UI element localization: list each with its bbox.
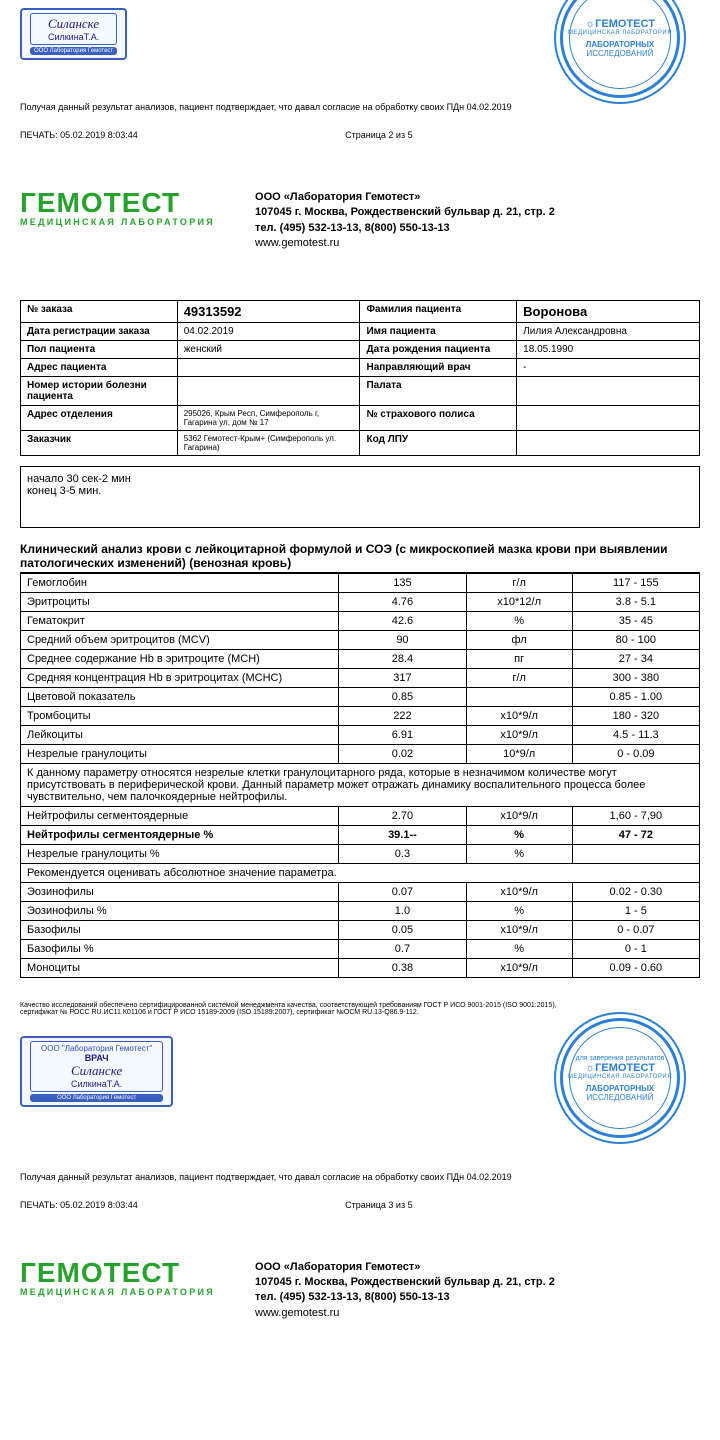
param-name: Незрелые гранулоциты xyxy=(21,744,339,763)
param-name: Нейтрофилы сегментоядерные % xyxy=(21,825,339,844)
signature-block: Силанске СилкинаТ.А. ООО Лаборатория Гем… xyxy=(20,8,127,60)
patient-info-table: № заказа 49313592 Фамилия пациента Ворон… xyxy=(20,300,700,456)
param-value: 0.07 xyxy=(339,882,466,901)
param-name: Цветовой показатель xyxy=(21,687,339,706)
logo-2: ГЕМОТЕСТ МЕДИЦИНСКАЯ ЛАБОРАТОРИЯ xyxy=(20,1260,215,1297)
param-name: Нейтрофилы сегментоядерные xyxy=(21,806,339,825)
param-name: Эритроциты xyxy=(21,592,339,611)
param-unit: х10*9/л xyxy=(466,882,572,901)
stamp-brand: ☼ГЕМОТЕСТ xyxy=(585,18,655,30)
param-unit: х10*12/л xyxy=(466,592,572,611)
param-value: 135 xyxy=(339,573,466,592)
param-value: 0.85 xyxy=(339,687,466,706)
param-range: 1 - 5 xyxy=(572,901,699,920)
param-note: К данному параметру относятся незрелые к… xyxy=(21,763,700,806)
param-range: 0.09 - 0.60 xyxy=(572,958,699,977)
quality-text: Качество исследований обеспечено сертифи… xyxy=(20,1002,580,1016)
param-value: 0.02 xyxy=(339,744,466,763)
param-value: 317 xyxy=(339,668,466,687)
param-unit: % xyxy=(466,939,572,958)
param-range xyxy=(572,844,699,863)
company-block-2: ООО «Лаборатория Гемотест» 107045 г. Мос… xyxy=(255,1260,555,1322)
param-unit: х10*9/л xyxy=(466,958,572,977)
param-name: Незрелые гранулоциты % xyxy=(21,844,339,863)
param-unit: % xyxy=(466,611,572,630)
param-unit: г/л xyxy=(466,668,572,687)
param-name: Базофилы % xyxy=(21,939,339,958)
param-range: 35 - 45 xyxy=(572,611,699,630)
param-value: 0.05 xyxy=(339,920,466,939)
notes-box: начало 30 сек-2 мин конец 3-5 мин. xyxy=(20,466,700,528)
print-row-3: ПЕЧАТЬ: 05.02.2019 8:03:44 Страница 3 из… xyxy=(20,1200,700,1210)
company-block: ООО «Лаборатория Гемотест» 107045 г. Мос… xyxy=(255,190,555,252)
sig-name: Силанске xyxy=(41,16,106,32)
param-value: 39.1-- xyxy=(339,825,466,844)
print-label: ПЕЧАТЬ: 05.02.2019 8:03:44 xyxy=(20,130,138,140)
param-range: 27 - 34 xyxy=(572,649,699,668)
consent-text: Получая данный результат анализов, пацие… xyxy=(20,102,700,112)
param-unit: фл xyxy=(466,630,572,649)
param-name: Средняя концентрация Hb в эритроцитах (M… xyxy=(21,668,339,687)
param-name: Среднее содержание Hb в эритроците (MCH) xyxy=(21,649,339,668)
print-row-2: ПЕЧАТЬ: 05.02.2019 8:03:44 Страница 2 из… xyxy=(20,130,700,140)
param-unit: г/л xyxy=(466,573,572,592)
param-range: 80 - 100 xyxy=(572,630,699,649)
stamp-2: для заверения результатов ☼ГЕМОТЕСТ МЕДИ… xyxy=(560,1018,680,1138)
param-range: 1,60 - 7,90 xyxy=(572,806,699,825)
consent-text-2: Получая данный результат анализов, пацие… xyxy=(20,1172,700,1182)
param-unit: х10*9/л xyxy=(466,806,572,825)
param-value: 6.91 xyxy=(339,725,466,744)
param-unit: х10*9/л xyxy=(466,706,572,725)
param-name: Эозинофилы xyxy=(21,882,339,901)
param-value: 4.76 xyxy=(339,592,466,611)
param-range: 4.5 - 11.3 xyxy=(572,725,699,744)
param-range: 180 - 320 xyxy=(572,706,699,725)
param-unit: % xyxy=(466,825,572,844)
param-name: Лейкоциты xyxy=(21,725,339,744)
signature-block-2: ООО "Лаборатория Гемотест" ВРАЧ Силанске… xyxy=(20,1036,173,1107)
param-unit: % xyxy=(466,844,572,863)
param-value: 1.0 xyxy=(339,901,466,920)
param-range: 0 - 0.09 xyxy=(572,744,699,763)
param-name: Гематокрит xyxy=(21,611,339,630)
param-unit: х10*9/л xyxy=(466,725,572,744)
param-value: 0.38 xyxy=(339,958,466,977)
param-unit: х10*9/л xyxy=(466,920,572,939)
param-range: 300 - 380 xyxy=(572,668,699,687)
param-name: Гемоглобин xyxy=(21,573,339,592)
param-value: 222 xyxy=(339,706,466,725)
results-table: Гемоглобин135г/л117 - 155Эритроциты4.76х… xyxy=(20,573,700,978)
param-value: 0.7 xyxy=(339,939,466,958)
param-value: 28.4 xyxy=(339,649,466,668)
param-range: 0.85 - 1.00 xyxy=(572,687,699,706)
sig-sub: СилкинаТ.А. xyxy=(41,32,106,42)
param-value: 42.6 xyxy=(339,611,466,630)
param-range: 0.02 - 0.30 xyxy=(572,882,699,901)
param-name: Моноциты xyxy=(21,958,339,977)
param-range: 3.8 - 5.1 xyxy=(572,592,699,611)
logo: ГЕМОТЕСТ МЕДИЦИНСКАЯ ЛАБОРАТОРИЯ xyxy=(20,190,215,227)
param-range: 0 - 0.07 xyxy=(572,920,699,939)
param-name: Базофилы xyxy=(21,920,339,939)
param-value: 2.70 xyxy=(339,806,466,825)
param-range: 0 - 1 xyxy=(572,939,699,958)
param-range: 117 - 155 xyxy=(572,573,699,592)
param-range: 47 - 72 xyxy=(572,825,699,844)
param-unit: пг xyxy=(466,649,572,668)
param-unit xyxy=(466,687,572,706)
param-unit: 10*9/л xyxy=(466,744,572,763)
param-name: Тромбоциты xyxy=(21,706,339,725)
param-unit: % xyxy=(466,901,572,920)
sig-strip: ООО Лаборатория Гемотест xyxy=(30,47,117,55)
param-name: Эозинофилы % xyxy=(21,901,339,920)
param-value: 90 xyxy=(339,630,466,649)
param-note: Рекомендуется оценивать абсолютное значе… xyxy=(21,863,700,882)
page-indicator: Страница 2 из 5 xyxy=(345,130,412,140)
section-title: Клинический анализ крови с лейкоцитарной… xyxy=(20,542,700,573)
stamp: ☼ГЕМОТЕСТ МЕДИЦИНСКАЯ ЛАБОРАТОРИЯ ЛАБОРА… xyxy=(560,0,680,98)
param-name: Средний объем эритроцитов (MCV) xyxy=(21,630,339,649)
param-value: 0.3 xyxy=(339,844,466,863)
